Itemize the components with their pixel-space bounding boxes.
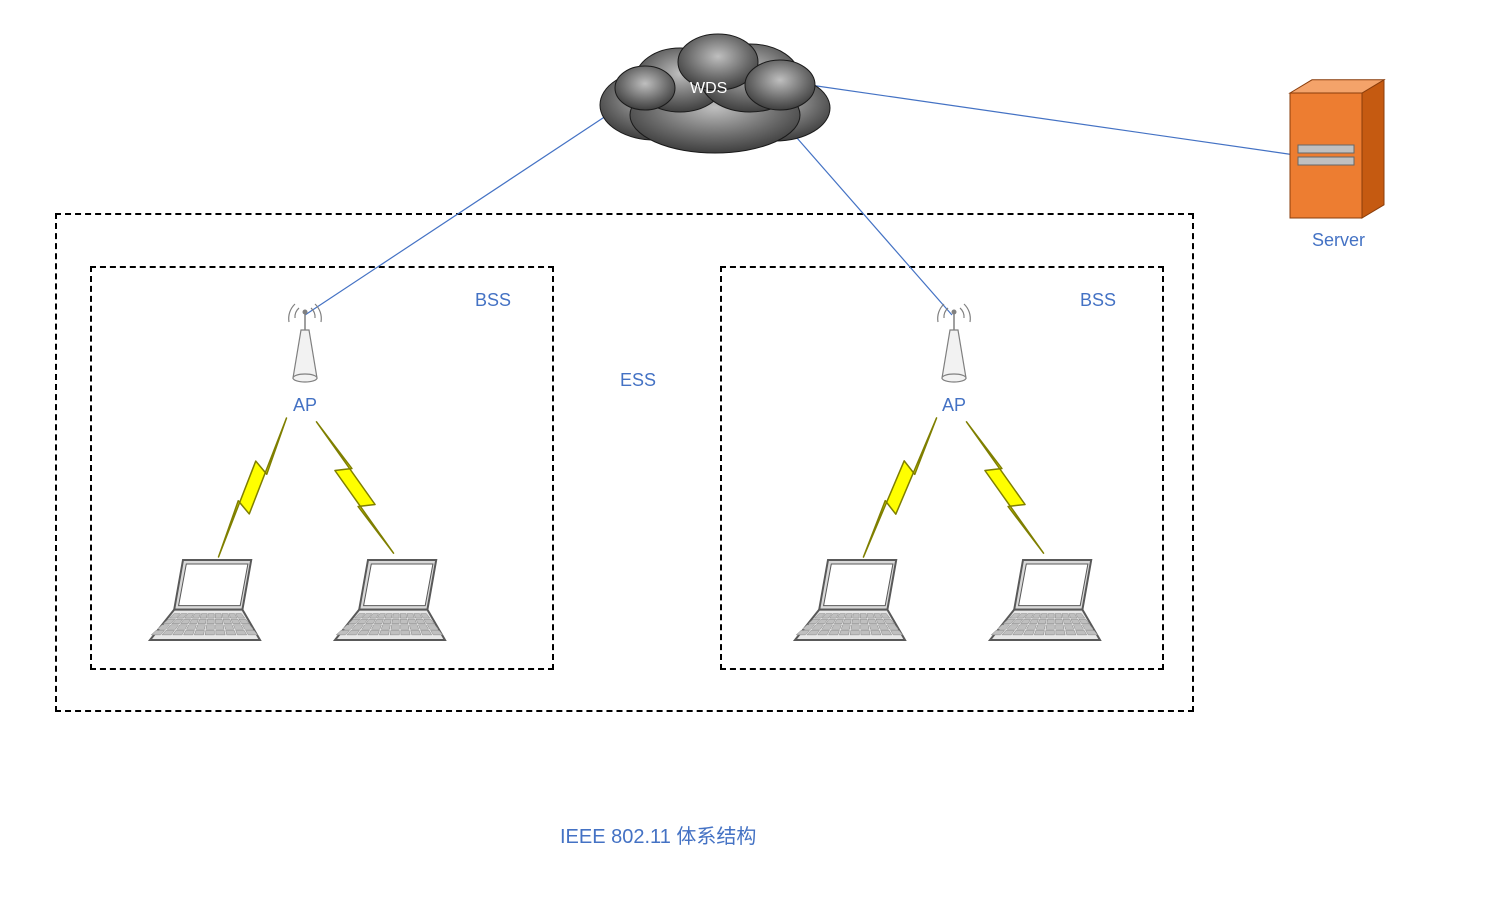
server-icon (1290, 80, 1384, 218)
server-label: Server (1312, 230, 1365, 251)
bss2-box (720, 266, 1164, 670)
bss1-label: BSS (475, 290, 511, 311)
bss1-box (90, 266, 554, 670)
ess-label: ESS (620, 370, 656, 391)
diagram-canvas: WDS ESS Server BSS BSS AP AP IEEE 802.11… (0, 0, 1509, 898)
ap1-label: AP (293, 395, 317, 416)
ap2-label: AP (942, 395, 966, 416)
diagram-title: IEEE 802.11 体系结构 (560, 820, 756, 849)
bss2-label: BSS (1080, 290, 1116, 311)
wds-label: WDS (690, 80, 727, 98)
